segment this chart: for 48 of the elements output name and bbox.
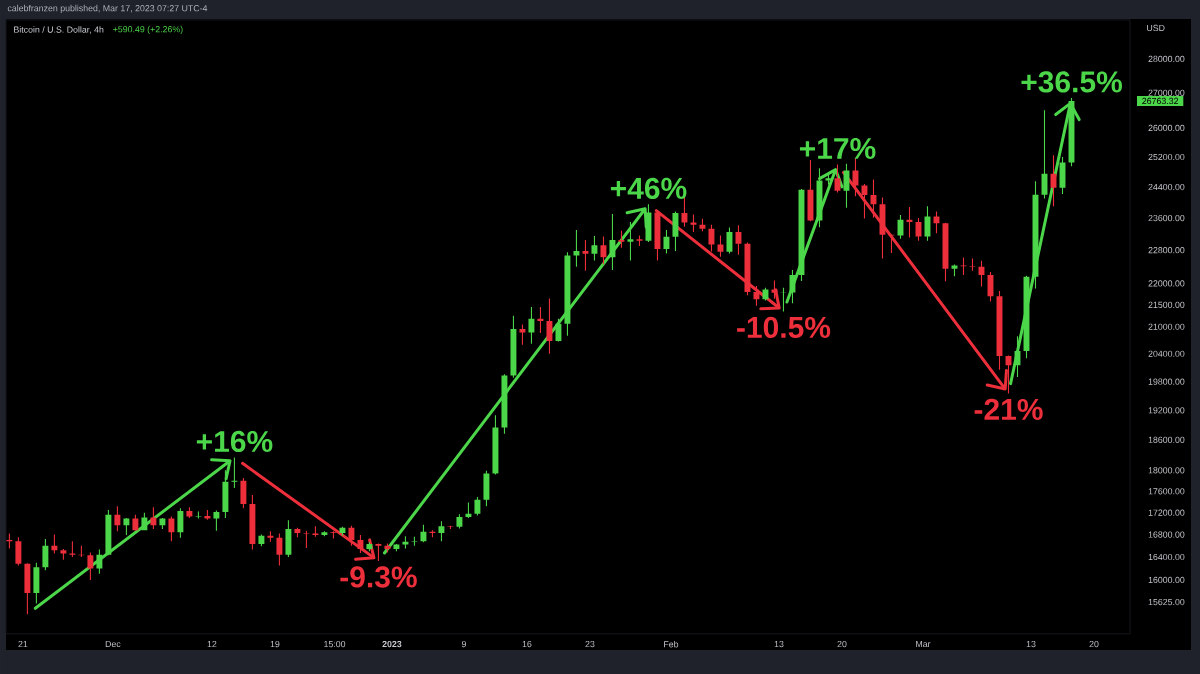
- annotation: +16%: [196, 430, 273, 453]
- y-tick-label: 16800.00: [1148, 531, 1185, 538]
- x-tick-label: 23: [585, 640, 595, 648]
- x-tick-label: 20: [1089, 640, 1099, 648]
- y-tick-label: 23600.00: [1148, 214, 1185, 222]
- annotation: +36.5%: [1021, 71, 1122, 93]
- y-tick-label: 17600.00: [1148, 488, 1185, 495]
- y-tick-label: 22800.00: [1148, 247, 1185, 254]
- annotation: -21%: [974, 398, 1043, 420]
- y-tick-label: 21000.00: [1148, 323, 1185, 330]
- x-tick-label: 13: [1026, 640, 1036, 648]
- y-tick-label: 25200.00: [1148, 153, 1185, 161]
- x-tick-label: 15:00: [324, 640, 346, 648]
- x-tick-label: 20: [837, 640, 847, 648]
- y-tick-label: 16400.00: [1148, 553, 1185, 561]
- y-tick-label: 16000.00: [1148, 576, 1185, 584]
- annotation: -10.5%: [737, 316, 831, 339]
- y-axis-title: USD: [1147, 24, 1165, 32]
- y-tick-label: 18600.00: [1148, 436, 1185, 443]
- x-tick-label: 21: [18, 640, 28, 648]
- y-tick-label: 19800.00: [1148, 378, 1185, 385]
- y-tick-label: 28000.00: [1148, 55, 1185, 63]
- x-tick-label: 9: [461, 640, 466, 648]
- y-tick-label: 24400.00: [1148, 183, 1185, 191]
- x-tick-label: Feb: [664, 640, 679, 648]
- y-tick-label: 17200.00: [1148, 509, 1185, 516]
- y-tick-label: 21500.00: [1148, 301, 1185, 308]
- y-tick-label: 22000.00: [1148, 280, 1185, 287]
- x-tick-label: Dec: [105, 640, 121, 648]
- x-tick-label: 19: [270, 640, 280, 648]
- y-tick-label: 15625.00: [1148, 598, 1185, 606]
- text: +590.49 (+2.26%): [113, 25, 183, 35]
- annotation: +46%: [610, 177, 687, 199]
- annotation: +17%: [799, 137, 876, 160]
- x-tick-label: 2023: [382, 640, 402, 648]
- text: 26763.32: [1142, 97, 1179, 105]
- x-tick-label: 16: [522, 640, 532, 648]
- x-tick-label: 12: [207, 640, 217, 648]
- text: calebfranzen published, Mar 17, 2023 07:27 UTC-4: [7, 4, 208, 14]
- y-tick-label: 27000.00: [1148, 89, 1185, 96]
- y-tick-label: 19200.00: [1148, 407, 1185, 414]
- y-tick-label: 26000.00: [1148, 124, 1185, 132]
- y-tick-label: 18000.00: [1148, 467, 1185, 474]
- x-tick-label: Mar: [916, 640, 931, 648]
- x-tick-label: 13: [774, 640, 784, 648]
- y-tick-label: 20400.00: [1148, 350, 1185, 357]
- text: Bitcoin / U.S. Dollar, 4h: [14, 26, 104, 34]
- annotation: -9.3%: [340, 566, 417, 588]
